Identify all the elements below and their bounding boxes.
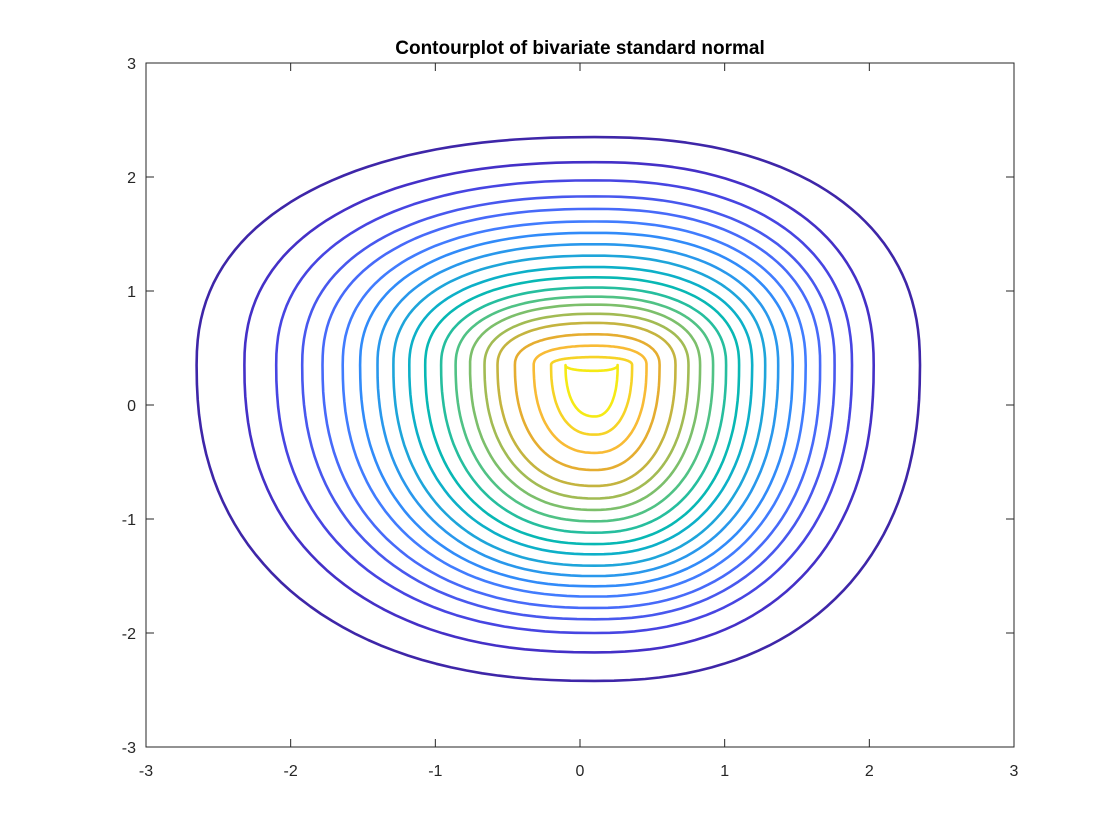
x-tick-label: 0 — [576, 763, 585, 780]
contour-level-6 — [341, 220, 807, 598]
contour-lines — [195, 135, 922, 683]
contour-level-18 — [532, 344, 648, 455]
contour-level-17 — [513, 333, 661, 472]
contour-level-2 — [243, 160, 875, 654]
contour-level-15 — [483, 312, 690, 500]
contour-level-9 — [392, 254, 767, 567]
axes: -3 -2 -1 0 1 2 3 -3 -2 -1 0 1 2 3 — [122, 56, 1019, 780]
axes-box — [145, 62, 1015, 748]
contour-level-14 — [468, 303, 702, 512]
contour-level-20 — [564, 363, 619, 418]
contour-level-10 — [408, 265, 754, 556]
contour-level-7 — [358, 231, 794, 588]
contour-level-1 — [195, 135, 922, 683]
y-tick-label: 0 — [127, 398, 136, 415]
x-tick-label: -3 — [139, 763, 153, 780]
contour-level-11 — [423, 276, 741, 546]
contour-level-12 — [439, 286, 728, 534]
x-tick-label: -2 — [284, 763, 298, 780]
contour-level-19 — [549, 355, 634, 436]
contour-level-3 — [274, 179, 854, 635]
y-tick-label: -3 — [122, 740, 136, 757]
y-tick-label: 2 — [127, 170, 136, 187]
x-tick-label: 1 — [720, 763, 729, 780]
y-tick-label: -1 — [122, 512, 136, 529]
x-tick-label: 2 — [865, 763, 874, 780]
y-tick-label: 1 — [127, 284, 136, 301]
x-tick-label: 3 — [1010, 763, 1019, 780]
x-tick-label: -1 — [428, 763, 442, 780]
contour-level-4 — [300, 195, 836, 621]
y-tick-label: -2 — [122, 626, 136, 643]
contour-level-8 — [376, 243, 780, 578]
contour-level-16 — [496, 321, 677, 488]
contour-level-5 — [321, 207, 822, 610]
y-tick-label: 3 — [127, 56, 136, 73]
chart-title: Contourplot of bivariate standard normal — [395, 38, 764, 59]
contour-level-13 — [454, 295, 715, 523]
